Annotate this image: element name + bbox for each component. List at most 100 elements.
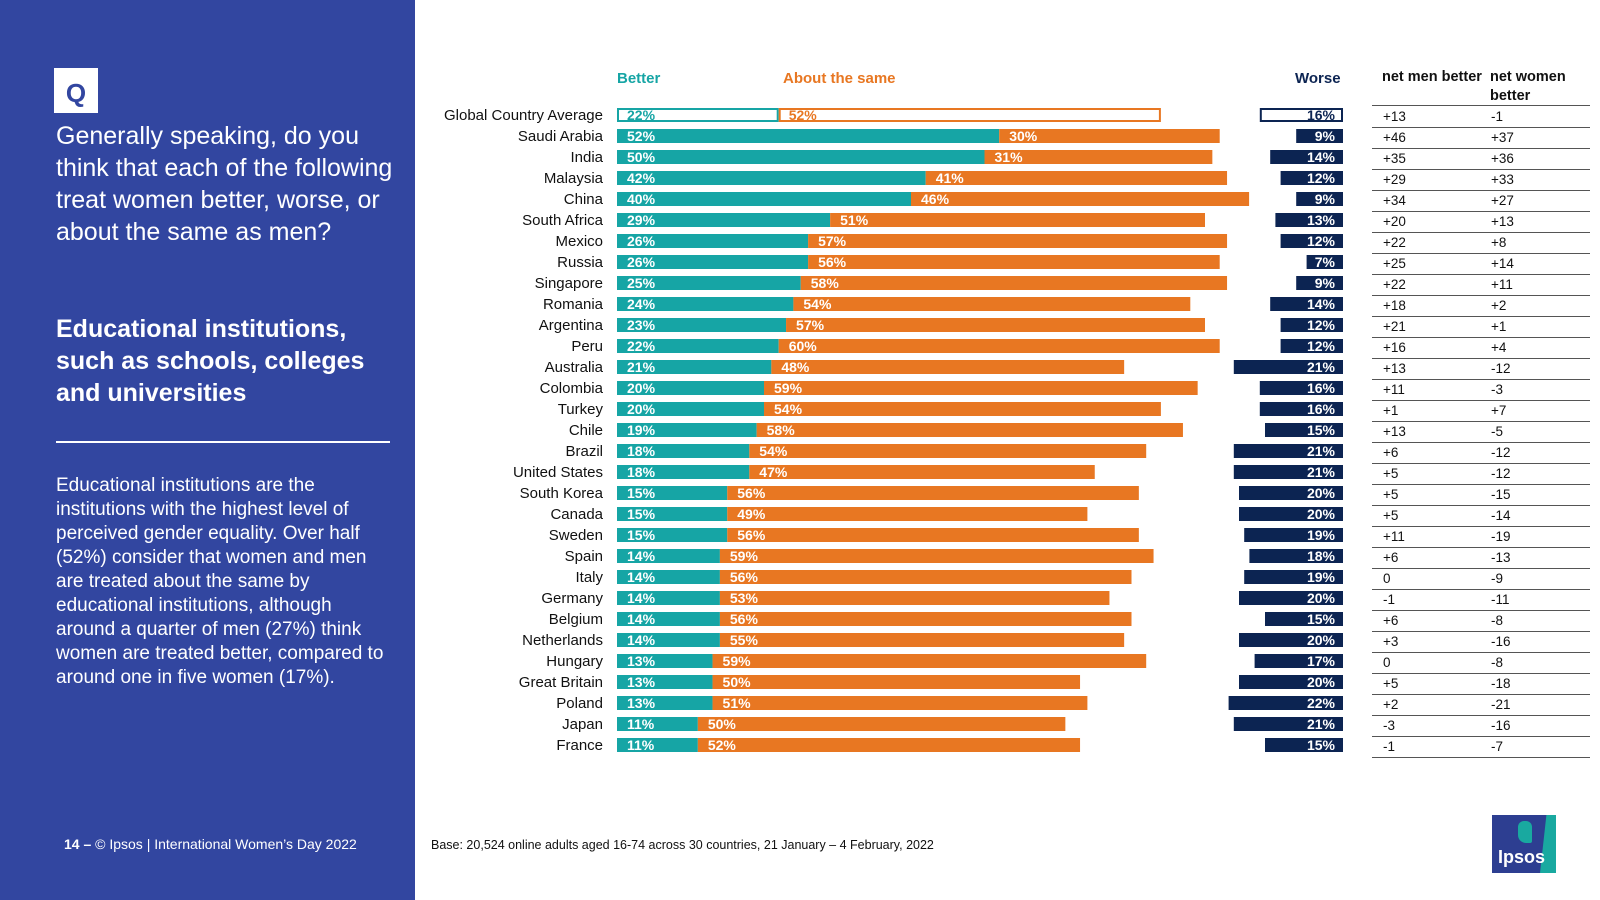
- table-row-rule: [1372, 337, 1590, 338]
- bar-about-same: [984, 150, 1213, 164]
- bar-about-same: [999, 129, 1220, 143]
- data-label-worse: 20%: [1307, 590, 1336, 606]
- table-row-rule: [1372, 148, 1590, 149]
- data-label-better: 11%: [627, 737, 655, 753]
- net-men-cell: +5: [1383, 676, 1399, 691]
- net-women-cell: -5: [1491, 424, 1504, 439]
- net-women-cell: -12: [1491, 361, 1511, 376]
- net-men-cell: +20: [1383, 214, 1406, 229]
- bar-about-same: [808, 234, 1228, 248]
- data-label-worse: 17%: [1307, 653, 1336, 669]
- footer: 14 – © Ipsos | International Women’s Day…: [64, 836, 357, 852]
- net-men-cell: +18: [1383, 298, 1406, 313]
- bar-better: [617, 654, 713, 668]
- bar-about-same: [712, 696, 1088, 710]
- question-text: Generally speaking, do you think that ea…: [56, 122, 393, 246]
- bar-about-same: [911, 192, 1250, 206]
- bar-worse: [1244, 570, 1343, 584]
- data-label-about-same: 52%: [708, 737, 737, 753]
- bar-worse: [1306, 255, 1343, 269]
- data-label-worse: 21%: [1307, 359, 1336, 375]
- data-label-about-same: 47%: [759, 464, 788, 480]
- bar-worse: [1239, 507, 1343, 521]
- bar-better: [617, 591, 720, 605]
- bar-worse: [1270, 150, 1343, 164]
- bar-better: [617, 108, 779, 122]
- sidebar-panel: Q Generally speaking, do you think that …: [0, 0, 415, 900]
- net-men-cell: -3: [1383, 718, 1396, 733]
- table-row-rule: [1372, 610, 1590, 611]
- bar-worse: [1275, 213, 1343, 227]
- footer-copyright: © Ipsos | International Women’s Day 2022: [95, 836, 357, 852]
- category-label: Spain: [565, 548, 603, 565]
- table-row-rule: [1372, 547, 1590, 548]
- net-women-cell: +14: [1491, 256, 1514, 271]
- table-row-rule: [1372, 190, 1590, 191]
- table-row-rule: [1372, 463, 1590, 464]
- data-label-about-same: 54%: [774, 401, 803, 417]
- bar-worse: [1265, 738, 1343, 752]
- category-label: Netherlands: [522, 632, 603, 649]
- legend-worse: Worse: [1295, 70, 1341, 87]
- table-row-rule: [1372, 526, 1590, 527]
- data-label-worse: 20%: [1307, 506, 1336, 522]
- net-men-cell: +35: [1383, 151, 1406, 166]
- net-men-cell: +34: [1383, 193, 1406, 208]
- table-row-rule: [1372, 505, 1590, 506]
- net-men-cell: +16: [1383, 340, 1406, 355]
- legend-about-the-same: About the same: [783, 70, 896, 87]
- data-label-about-same: 50%: [708, 716, 737, 732]
- net-women-cell: -7: [1491, 739, 1504, 754]
- data-label-about-same: 59%: [774, 380, 803, 396]
- category-label: United States: [513, 464, 603, 481]
- bar-worse: [1233, 444, 1343, 458]
- category-label: Poland: [556, 695, 603, 712]
- net-women-cell: -15: [1491, 487, 1511, 502]
- table-row-rule: [1372, 589, 1590, 590]
- data-label-worse: 9%: [1315, 275, 1336, 291]
- net-men-cell: 0: [1383, 655, 1391, 670]
- data-label-worse: 20%: [1307, 485, 1336, 501]
- data-label-about-same: 59%: [730, 548, 759, 564]
- data-label-about-same: 56%: [737, 485, 766, 501]
- bar-worse: [1280, 318, 1343, 332]
- table-header-rule: [1372, 105, 1590, 106]
- data-label-worse: 16%: [1307, 107, 1336, 123]
- bar-about-same: [778, 339, 1220, 353]
- bar-worse: [1249, 549, 1343, 563]
- data-label-worse: 16%: [1307, 401, 1336, 417]
- data-label-worse: 12%: [1307, 170, 1336, 186]
- net-men-cell: +2: [1383, 697, 1399, 712]
- data-label-about-same: 51%: [723, 695, 752, 711]
- table-row-rule: [1372, 442, 1590, 443]
- data-label-better: 26%: [627, 254, 656, 270]
- category-label: Italy: [575, 569, 603, 586]
- data-label-better: 15%: [627, 485, 656, 501]
- question-badge: Q: [54, 68, 98, 113]
- bar-better: [617, 507, 728, 521]
- data-label-about-same: 58%: [811, 275, 840, 291]
- net-men-cell: +6: [1383, 550, 1399, 565]
- net-men-cell: +11: [1383, 382, 1405, 397]
- table-row-rule: [1372, 127, 1590, 128]
- net-women-cell: -12: [1491, 466, 1511, 481]
- table-row-rule: [1372, 232, 1590, 233]
- bar-better: [617, 612, 720, 626]
- table-row-rule: [1372, 568, 1590, 569]
- bar-better: [617, 255, 809, 269]
- data-label-better: 50%: [627, 149, 656, 165]
- bar-about-same: [925, 171, 1228, 185]
- net-women-cell: -16: [1491, 634, 1511, 649]
- data-label-better: 13%: [627, 695, 656, 711]
- logo-mark: [1518, 821, 1532, 843]
- bar-worse: [1244, 528, 1343, 542]
- data-label-better: 14%: [627, 632, 656, 648]
- bar-worse: [1280, 171, 1343, 185]
- bar-about-same: [764, 381, 1198, 395]
- data-label-better: 52%: [627, 128, 656, 144]
- bar-better: [617, 570, 720, 584]
- table-row-rule: [1372, 169, 1590, 170]
- bar-about-same: [719, 549, 1154, 563]
- data-label-better: 15%: [627, 506, 656, 522]
